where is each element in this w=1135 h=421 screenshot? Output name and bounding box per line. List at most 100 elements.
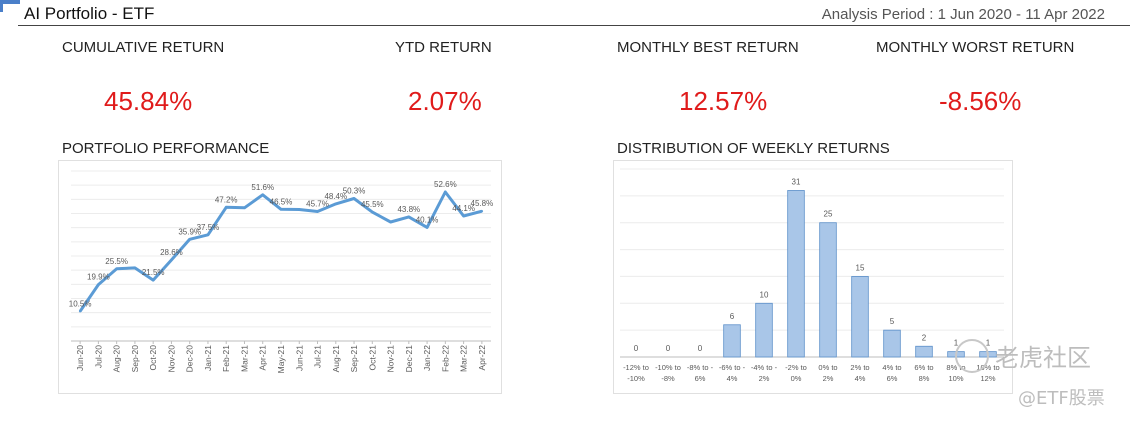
x-tick-label: Oct-21 (367, 345, 377, 371)
performance-point (480, 210, 484, 213)
x-tick-label: Jan-22 (422, 345, 432, 371)
x-tick-label: Jan-21 (203, 345, 213, 371)
x-tick-label: 2% (823, 374, 834, 383)
x-tick-label: -8% (661, 374, 675, 383)
performance-data-label: 46.5% (270, 197, 293, 206)
performance-point (352, 197, 356, 200)
bar-value-label: 0 (634, 344, 639, 353)
x-tick-label: Apr-21 (258, 345, 268, 371)
x-tick-label: Jul-21 (313, 345, 323, 368)
weekly-distribution-title: DISTRIBUTION OF WEEKLY RETURNS (617, 140, 890, 157)
performance-point (206, 233, 210, 236)
header-divider (18, 25, 1130, 26)
x-tick-label: -10% to (655, 363, 681, 372)
performance-point (425, 226, 429, 229)
bar-value-label: 2 (922, 333, 927, 342)
x-tick-label: Aug-20 (112, 345, 122, 373)
ytd-return-label: YTD RETURN (395, 39, 492, 56)
corner-accent (0, 0, 20, 4)
x-tick-label: 6% (695, 374, 706, 383)
performance-point (444, 190, 447, 194)
performance-data-label: 45.8% (471, 199, 494, 208)
bar-value-label: 10 (760, 290, 769, 299)
x-tick-label: 4% (855, 374, 866, 383)
portfolio-performance-title: PORTFOLIO PERFORMANCE (62, 140, 270, 157)
performance-point (298, 208, 301, 211)
performance-data-label: 45.5% (361, 200, 384, 209)
performance-point (316, 210, 319, 213)
cumulative-return-label: CUMULATIVE RETURN (62, 39, 225, 56)
performance-point (279, 208, 283, 211)
x-tick-label: 4% (727, 374, 738, 383)
bar-value-label: 1 (986, 339, 991, 348)
bar-value-label: 0 (698, 344, 703, 353)
performance-data-label: 44.1% (452, 204, 475, 213)
monthly-best-return-label: MONTHLY BEST RETURN (617, 39, 799, 56)
corner-accent-vertical (0, 0, 3, 12)
performance-point (97, 283, 100, 286)
performance-point (462, 214, 465, 218)
x-tick-label: Sep-21 (349, 345, 359, 373)
watermark-main: 老虎社区 (995, 344, 1091, 372)
x-tick-label: Jun-21 (294, 345, 304, 371)
watermark-sub: @ETF股票 (1018, 388, 1105, 409)
performance-data-label: 37.5% (197, 223, 220, 232)
performance-data-label: 47.2% (215, 195, 238, 204)
x-tick-label: 12% (980, 374, 995, 383)
performance-data-label: 21.5% (142, 268, 165, 277)
performance-data-label: 25.5% (105, 257, 128, 266)
distribution-chart-panel: 0 -12% to -10% 0 -10% to -8% 0 -8% to - 6% 6 -6% t… (613, 160, 1013, 394)
performance-point (115, 267, 118, 270)
performance-data-label: 45.7% (306, 200, 329, 209)
performance-chart-panel: 10.5% 19.9% 25.5% 21.5% 28.6% 35.9% 37.5% 47.2%… (58, 160, 502, 394)
bar-value-label: 6 (730, 312, 735, 321)
monthly-worst-return-label: MONTHLY WORST RETURN (876, 39, 1075, 56)
performance-data-label: 28.6% (160, 248, 183, 257)
performance-data-label: 10.5% (69, 299, 92, 308)
distribution-bar (787, 190, 805, 358)
performance-data-label: 35.9% (178, 227, 201, 236)
performance-point (225, 206, 228, 209)
x-tick-label: Mar-21 (239, 345, 249, 372)
performance-point (170, 258, 173, 262)
x-tick-label: 6% (887, 374, 898, 383)
x-tick-label: Dec-21 (404, 345, 414, 373)
x-tick-label: 6% to (914, 363, 933, 372)
x-tick-label: -2% to (785, 363, 807, 372)
performance-point (243, 206, 246, 210)
performance-point (261, 193, 264, 196)
performance-point (389, 220, 392, 224)
x-tick-label: Jun-20 (75, 345, 85, 371)
performance-point (334, 202, 337, 206)
page-title: AI Portfolio - ETF (24, 4, 155, 23)
performance-data-label: 43.8% (397, 205, 420, 214)
x-tick-label: Nov-21 (386, 345, 396, 373)
watermark-logo-icon (955, 339, 989, 373)
distribution-bar (755, 302, 773, 358)
x-tick-label: Aug-21 (331, 345, 341, 373)
x-tick-label: 4% to (882, 363, 901, 372)
distribution-bar (723, 324, 741, 358)
x-tick-label: Apr-22 (477, 345, 487, 371)
x-tick-label: Feb-21 (221, 345, 231, 372)
x-tick-label: -12% to (623, 363, 649, 372)
performance-point (371, 210, 374, 214)
x-tick-label: Mar-22 (459, 345, 469, 372)
distribution-bar (883, 329, 901, 358)
x-tick-label: Sep-20 (130, 345, 140, 373)
monthly-best-return-value: 12.57% (679, 86, 768, 116)
performance-point (133, 266, 137, 270)
bar-value-label: 5 (890, 317, 895, 326)
x-tick-label: -10% (627, 374, 645, 383)
x-tick-label: 10% (948, 374, 963, 383)
bar-value-label: 0 (666, 344, 671, 353)
x-tick-label: 2% to (850, 363, 869, 372)
distribution-bar (819, 222, 837, 358)
x-tick-label: 8% (919, 374, 930, 383)
x-tick-label: 8% to (946, 363, 965, 372)
distribution-bar (851, 276, 869, 358)
bar-value-label: 31 (792, 177, 801, 186)
x-tick-label: Feb-22 (440, 345, 450, 372)
performance-data-label: 19.9% (87, 273, 110, 282)
distribution-bar (915, 345, 933, 358)
